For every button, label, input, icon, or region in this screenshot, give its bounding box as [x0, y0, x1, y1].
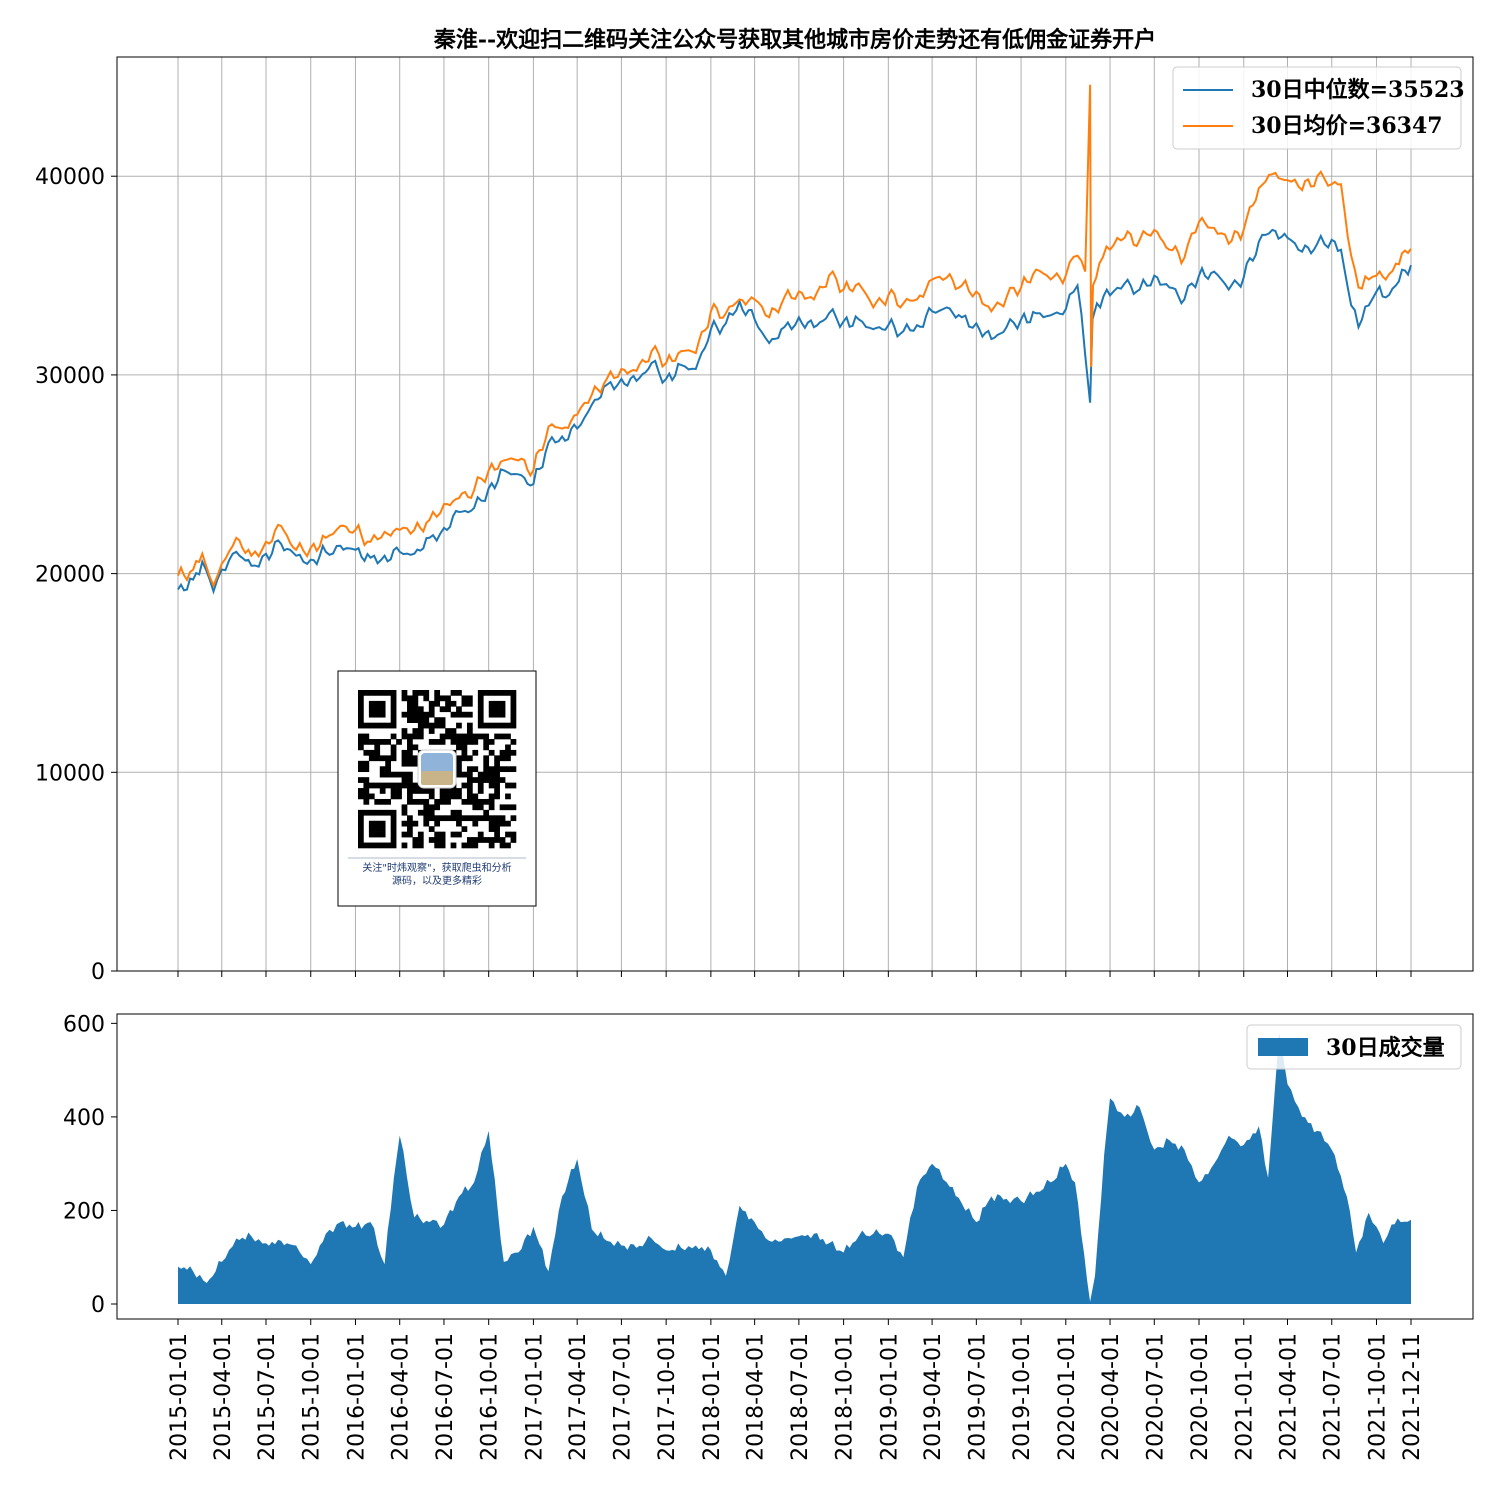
price-grid — [117, 57, 1473, 972]
x-tick-label: 2020-01-01 — [1055, 1333, 1080, 1461]
x-tick-label: 2016-07-01 — [433, 1333, 458, 1461]
x-tick-label: 2015-01-01 — [167, 1333, 192, 1461]
x-tick-label: 2017-04-01 — [566, 1333, 591, 1461]
price-x-ticks — [177, 971, 1412, 977]
x-tick-label: 2019-07-01 — [965, 1333, 990, 1461]
volume-y-ticks: 0 200 400 600 — [63, 1012, 117, 1318]
price-series-line-1 — [177, 84, 1412, 589]
price-y-tick-label: 10000 — [35, 761, 105, 786]
volume-axes-frame — [116, 1013, 1474, 1320]
price-legend: 30日中位数=35523 30日均价=36347 — [1172, 66, 1465, 150]
x-tick-label: 2020-07-01 — [1143, 1333, 1168, 1461]
volume-legend: 30日成交量 — [1246, 1024, 1462, 1070]
price-y-tick-label: 30000 — [35, 364, 105, 389]
volume-legend-box — [1246, 1024, 1462, 1070]
x-tick-label: 2017-01-01 — [522, 1333, 547, 1461]
legend-label-mean: 30日均价=36347 — [1251, 113, 1443, 139]
x-tick-label: 2016-04-01 — [389, 1333, 414, 1461]
x-tick-label: 2018-07-01 — [788, 1333, 813, 1461]
legend-swatch-volume — [1258, 1038, 1308, 1056]
avatar-ground — [421, 771, 453, 785]
price-axes-frame — [116, 56, 1474, 972]
x-tick-label: 2020-10-01 — [1188, 1333, 1213, 1461]
x-tick-label: 2019-10-01 — [1010, 1333, 1035, 1461]
x-tick-label: 2015-04-01 — [211, 1333, 236, 1461]
x-tick-label: 2018-04-01 — [744, 1333, 769, 1461]
x-tick-label: 2018-10-01 — [833, 1333, 858, 1461]
x-tick-label: 2021-04-01 — [1277, 1333, 1302, 1461]
x-tick-label: 2021-01-01 — [1233, 1333, 1258, 1461]
qr-caption-line1: 关注"时炜观察"，获取爬虫和分析 — [362, 861, 511, 874]
price-y-tick-label: 40000 — [35, 165, 105, 190]
price-series-line-0 — [177, 228, 1412, 595]
x-tick-label: 2021-07-01 — [1321, 1333, 1346, 1461]
x-tick-label: 2017-10-01 — [655, 1333, 680, 1461]
x-tick-label: 2015-07-01 — [255, 1333, 280, 1461]
volume-y-tick-label: 0 — [91, 1293, 105, 1318]
volume-series — [178, 1032, 1411, 1304]
volume-y-tick-label: 200 — [63, 1199, 105, 1224]
price-y-tick-label: 20000 — [35, 563, 105, 588]
x-tick-label: 2016-01-01 — [344, 1333, 369, 1461]
x-tick-label: 2020-04-01 — [1099, 1333, 1124, 1461]
volume-x-ticks: 2015-01-01 2015-04-01 2015-07-01 2015-10-01… — [167, 1319, 1425, 1461]
legend-label-median: 30日中位数=35523 — [1251, 77, 1465, 103]
price-y-tick-label: 0 — [91, 960, 105, 985]
volume-plot: 0 200 400 600 2015-01-01 2015-04-01 2015-07-0… — [63, 1012, 1474, 1461]
qr-code-icon — [358, 690, 517, 849]
volume-y-tick-label: 400 — [63, 1106, 105, 1131]
x-tick-label: 2016-10-01 — [478, 1333, 503, 1461]
x-tick-label: 2021-12-11 — [1400, 1333, 1425, 1461]
qr-caption-line2: 源码，以及更多精彩 — [392, 874, 482, 887]
x-tick-label: 2021-10-01 — [1365, 1333, 1390, 1461]
chart-title: 秦淮--欢迎扫二维码关注公众号获取其他城市房价走势还有低佣金证券开户 — [433, 27, 1156, 53]
price-plot: 0 10000 20000 30000 40000 — [35, 56, 1474, 985]
qr-code-panel: 关注"时炜观察"，获取爬虫和分析 源码，以及更多精彩 — [337, 670, 537, 907]
x-tick-label: 2015-10-01 — [300, 1333, 325, 1461]
x-tick-label: 2018-01-01 — [700, 1333, 725, 1461]
x-tick-label: 2019-04-01 — [921, 1333, 946, 1461]
volume-area — [178, 1032, 1411, 1304]
legend-label-volume: 30日成交量 — [1326, 1035, 1445, 1061]
x-tick-label: 2019-01-01 — [877, 1333, 902, 1461]
price-legend-box — [1172, 66, 1462, 150]
x-tick-label: 2017-07-01 — [610, 1333, 635, 1461]
volume-y-tick-label: 600 — [63, 1012, 105, 1037]
price-y-ticks: 0 10000 20000 30000 40000 — [35, 165, 117, 985]
price-series — [177, 84, 1412, 595]
